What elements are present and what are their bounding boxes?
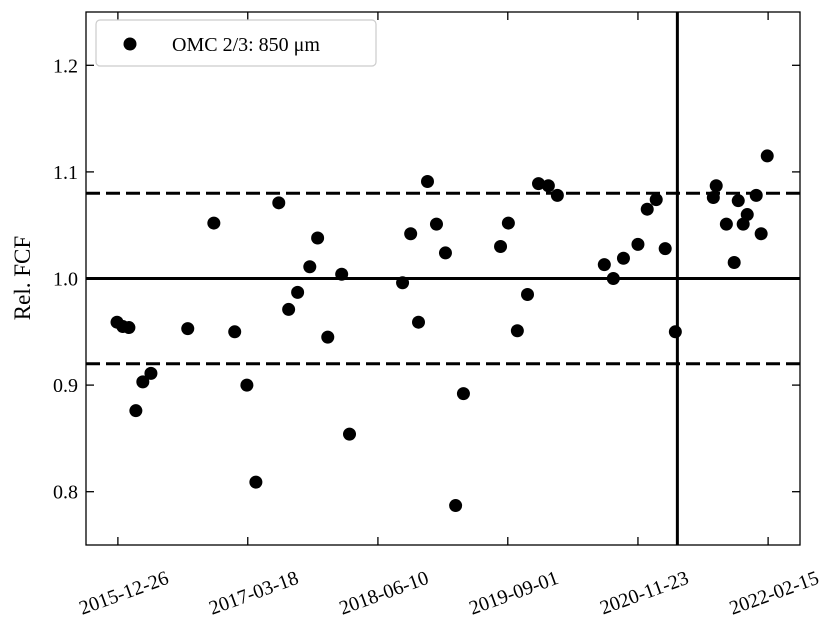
data-point: [649, 193, 663, 207]
x-tick-label: 2015-12-26: [76, 567, 171, 620]
data-point: [494, 240, 508, 254]
data-point: [438, 246, 452, 260]
data-point: [719, 217, 733, 231]
data-point: [321, 330, 335, 344]
data-point: [291, 285, 305, 299]
y-axis-label: Rel. FCF: [10, 236, 35, 320]
data-point: [396, 276, 410, 290]
legend-marker: [123, 37, 137, 51]
y-tick-label: 1.0: [53, 269, 78, 291]
data-point: [541, 179, 555, 193]
x-tick-label: 2018-06-10: [336, 567, 431, 620]
data-point: [668, 325, 682, 339]
data-point: [616, 251, 630, 265]
data-point: [136, 375, 150, 389]
x-tick-label: 2017-03-18: [206, 567, 301, 620]
data-point: [597, 258, 611, 272]
data-point: [754, 227, 768, 241]
data-point: [228, 325, 242, 339]
data-point: [303, 260, 317, 274]
data-point: [449, 499, 463, 513]
data-point: [709, 179, 723, 193]
data-point: [631, 237, 645, 251]
data-point: [501, 216, 515, 230]
data-point: [335, 267, 349, 281]
data-point: [727, 256, 741, 270]
data-point: [760, 149, 774, 163]
data-point: [207, 216, 221, 230]
x-tick-label: 2022-02-15: [727, 567, 822, 620]
data-point: [181, 322, 195, 336]
data-point: [240, 378, 254, 392]
y-tick-label: 0.9: [53, 375, 78, 397]
x-tick-label: 2020-11-23: [597, 567, 692, 619]
plot-frame: [85, 11, 801, 546]
legend-box: [95, 19, 377, 67]
data-point: [282, 302, 296, 316]
data-point: [521, 287, 535, 301]
data-point: [429, 217, 443, 231]
data-point: [550, 188, 564, 202]
y-tick-label: 0.8: [53, 482, 78, 504]
data-point: [640, 202, 654, 216]
data-point: [272, 196, 286, 210]
data-point: [412, 315, 426, 329]
data-point: [749, 188, 763, 202]
data-point: [706, 190, 720, 204]
data-point: [144, 366, 158, 380]
data-point: [343, 427, 357, 441]
data-point: [532, 177, 546, 191]
data-point: [404, 227, 418, 241]
data-point: [420, 174, 434, 188]
x-tick-label: 2019-09-01: [466, 567, 561, 620]
data-point: [510, 324, 524, 338]
data-point: [311, 231, 325, 245]
y-tick-label: 1.2: [53, 55, 78, 77]
data-point: [606, 272, 620, 285]
y-tick-label: 1.1: [53, 162, 78, 184]
data-point: [740, 208, 754, 222]
data-point: [731, 194, 745, 208]
data-point: [129, 404, 143, 418]
data-point: [122, 321, 136, 335]
data-point: [249, 475, 263, 489]
legend-label: OMC 2/3: 850 μm: [172, 34, 320, 56]
data-point: [456, 387, 470, 401]
data-point: [658, 242, 672, 256]
